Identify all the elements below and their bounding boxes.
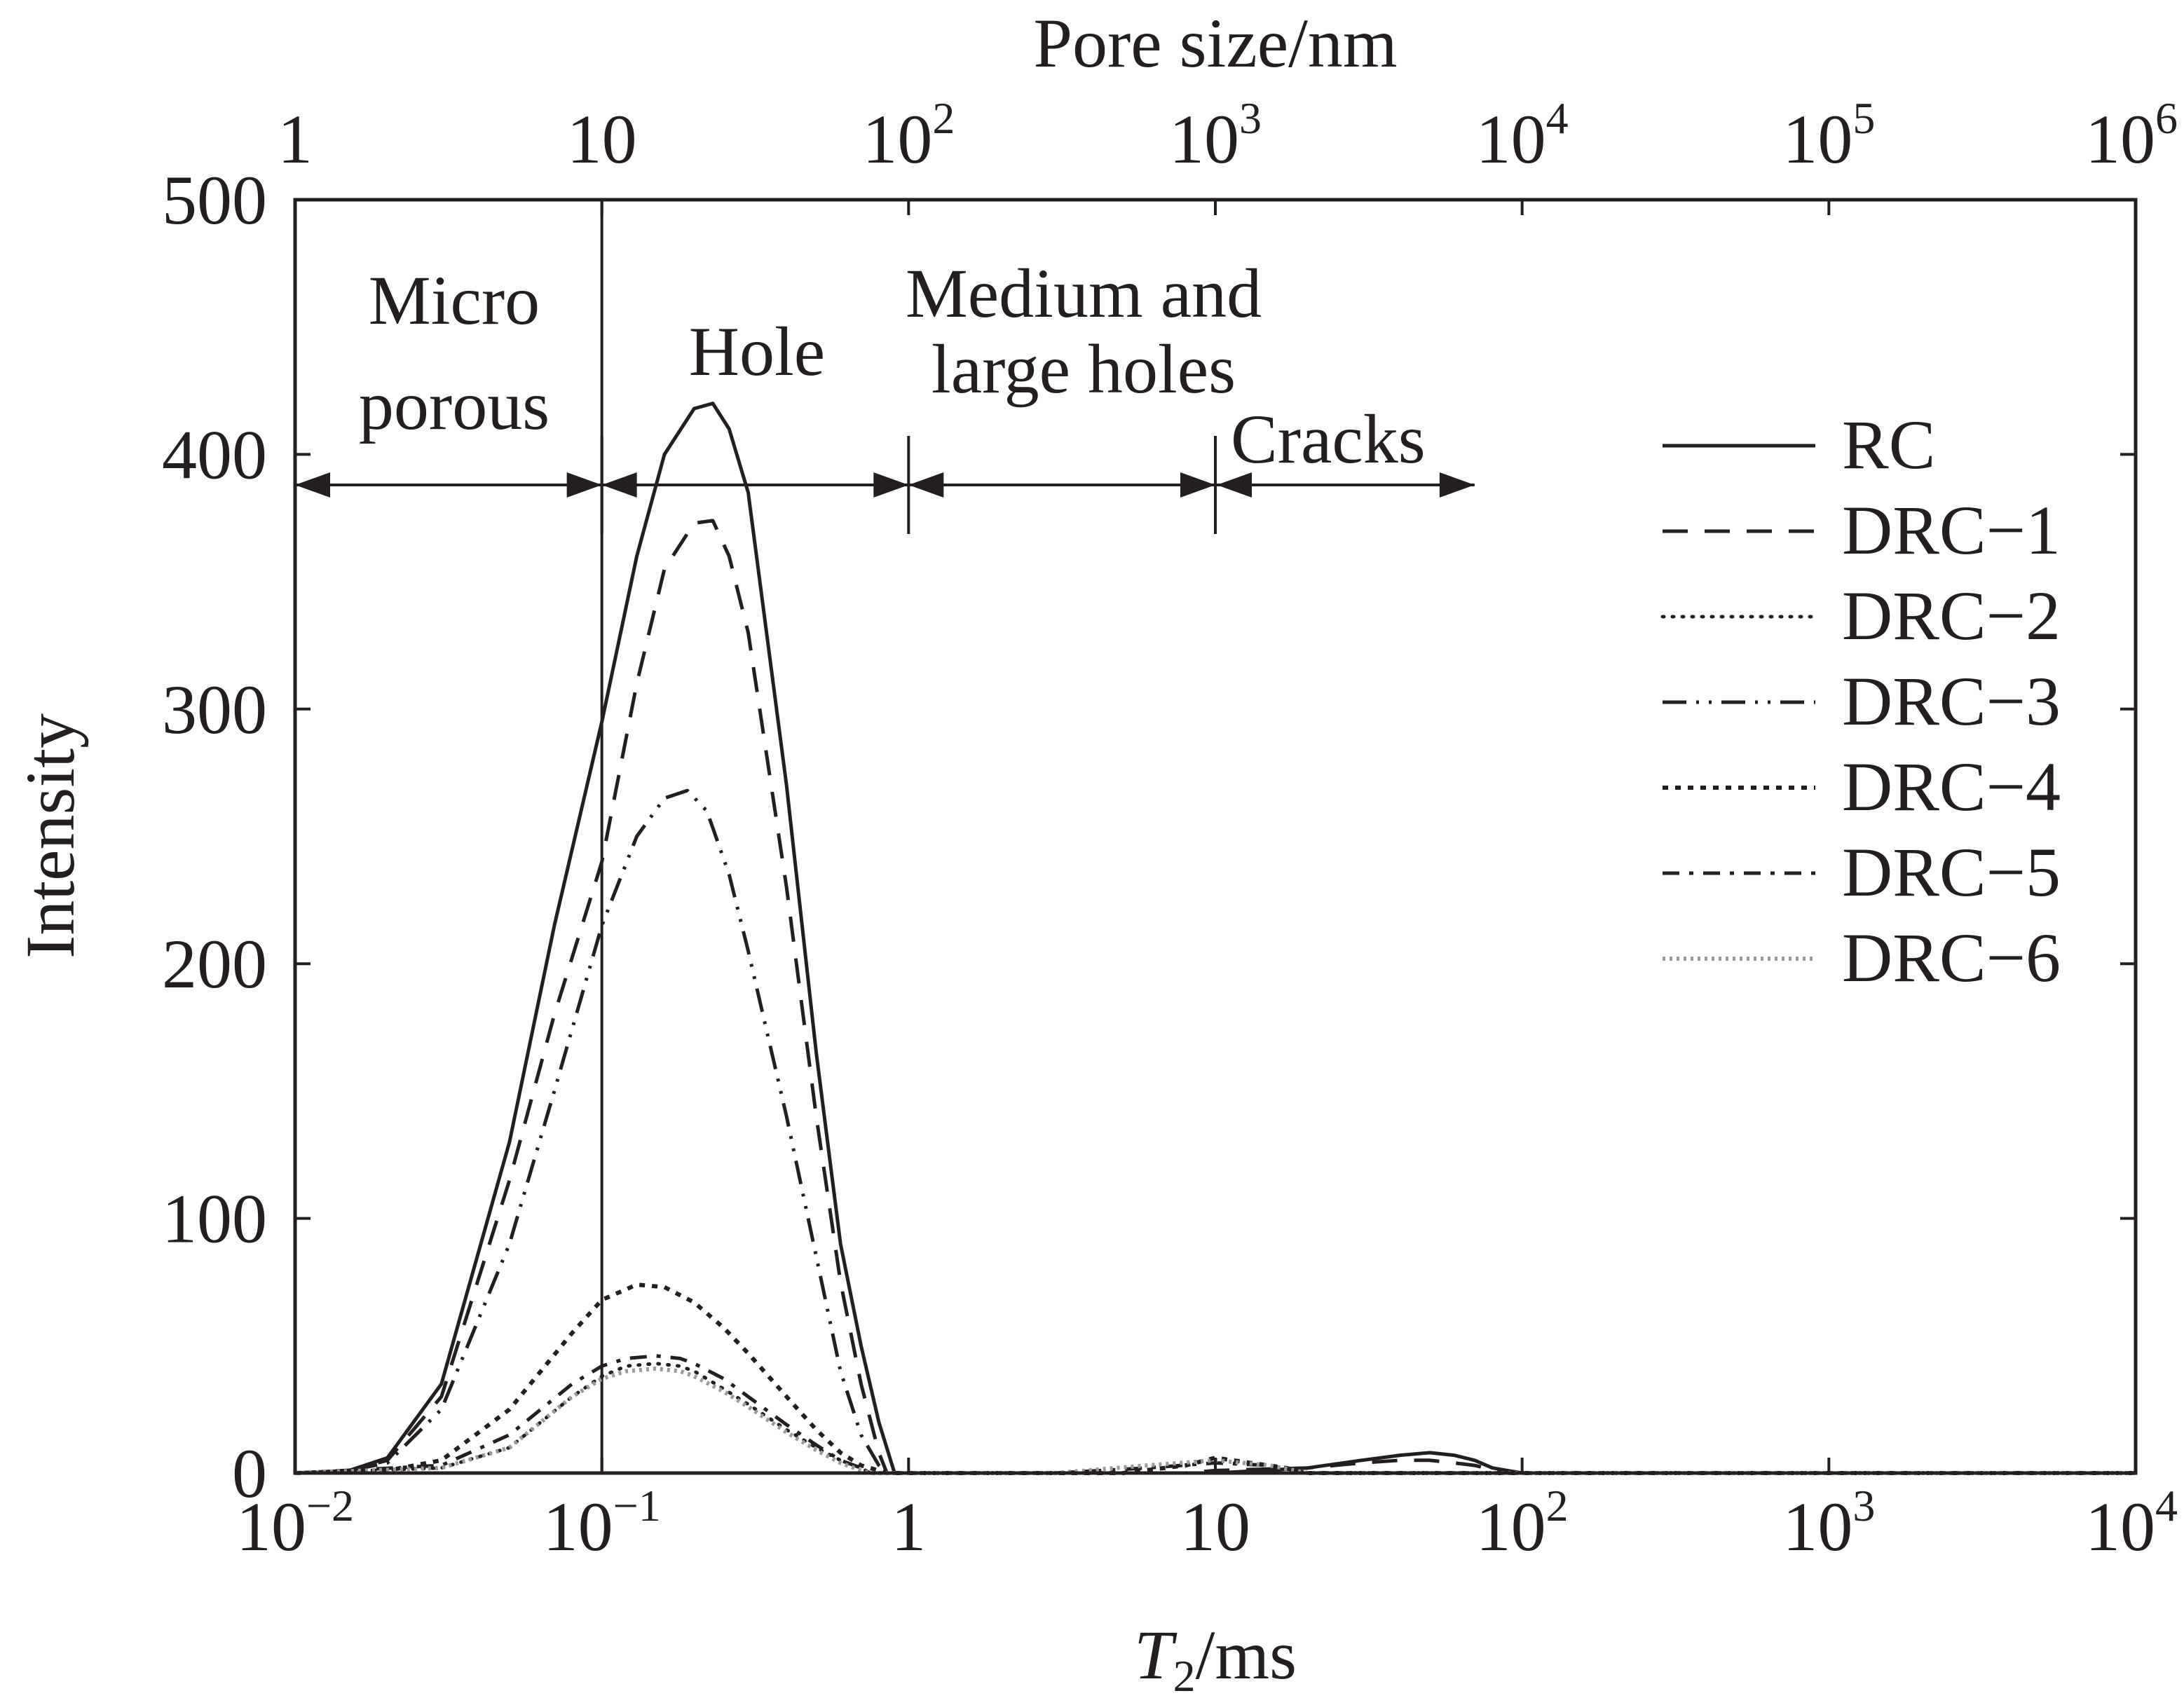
series-line-5: [294, 1354, 2136, 1475]
x-top-tick-label: 10: [567, 100, 637, 178]
x-axis-title-rest: /ms: [1196, 1616, 1297, 1694]
plot-layer: [293, 200, 2138, 1475]
ticks-layer: 10−2 10−1 1 10 102 103 104 1 10 102 103 104 105 106 0 1…: [162, 93, 2178, 1566]
y-axis-title: Intensity: [11, 713, 89, 959]
legend-label: DRC−3: [1842, 662, 2061, 740]
series-line-3: [294, 788, 2136, 1475]
y-tick-label: 100: [162, 1180, 267, 1258]
region-arrow-head: [601, 472, 637, 498]
region-arrow-head: [908, 472, 944, 498]
x-tick-label: 10: [1180, 1488, 1250, 1566]
x-top-axis-title: Pore size/nm: [1033, 4, 1397, 82]
x-top-tick-label: 1: [278, 100, 313, 178]
y-tick-label: 300: [162, 671, 267, 748]
x-axis-title: T2/ms: [1134, 1616, 1297, 1698]
y-tick-label: 200: [162, 925, 267, 1003]
region-label: Medium and: [906, 254, 1262, 332]
region-arrow-head: [295, 472, 330, 498]
legend-label: DRC−6: [1842, 919, 2061, 997]
series-line-0: [294, 402, 2136, 1475]
region-label: porous: [359, 367, 550, 444]
x-tick-label: 104: [2085, 1481, 2178, 1566]
region-arrow-head: [1180, 472, 1215, 498]
region-arrow-head: [1217, 472, 1252, 498]
x-tick-label: 10−2: [236, 1481, 354, 1566]
x-tick-label: 103: [1782, 1481, 1875, 1566]
legend-label: DRC−2: [1842, 577, 2061, 655]
y-tick-label: 0: [232, 1435, 267, 1512]
region-arrow-head: [873, 472, 909, 498]
region-label: Cracks: [1231, 400, 1426, 478]
series-line-4: [294, 1282, 2136, 1475]
x-top-tick-label: 106: [2085, 93, 2178, 178]
region-arrow-head: [566, 472, 602, 498]
region-label: Micro: [369, 261, 540, 339]
legend-label: RC: [1842, 406, 1935, 484]
x-top-tick-label: 105: [1782, 93, 1875, 178]
region-label: large holes: [931, 330, 1236, 408]
series-line-2: [293, 1362, 2138, 1475]
legend-label: DRC−1: [1842, 491, 2061, 569]
series-line-1: [294, 519, 2136, 1475]
x-axis-title-italic: T: [1134, 1616, 1178, 1694]
x-tick-label: 102: [1476, 1481, 1569, 1566]
x-top-tick-label: 104: [1476, 93, 1569, 178]
x-tick-label: 1: [891, 1488, 926, 1566]
x-top-tick-label: 103: [1169, 93, 1262, 178]
region-label: Hole: [689, 313, 825, 390]
series-line-6: [294, 1367, 2136, 1475]
y-tick-label: 400: [162, 416, 267, 493]
legend-label: DRC−5: [1842, 833, 2061, 911]
legend-label: DRC−4: [1842, 748, 2061, 826]
x-tick-label: 10−1: [543, 1481, 661, 1566]
y-tick-label: 500: [162, 161, 267, 239]
x-axis-title-subscript: 2: [1173, 1651, 1196, 1698]
region-arrow-head: [1439, 472, 1475, 498]
x-top-tick-label: 102: [862, 93, 955, 178]
